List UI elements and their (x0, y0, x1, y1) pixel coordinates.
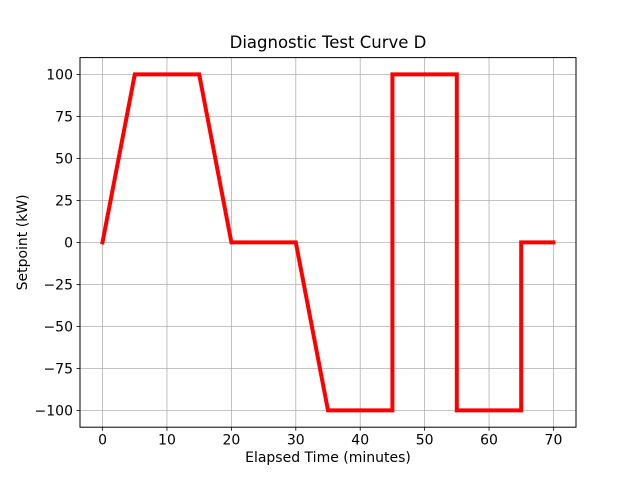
y-axis-ticks: −100 −75 −50 −25 0 25 50 75 100 (35, 67, 80, 419)
x-tick-label: 30 (287, 433, 305, 449)
x-tick-label: 20 (222, 433, 240, 449)
y-tick-label: 100 (46, 67, 73, 83)
y-tick-label: 25 (55, 193, 73, 209)
y-axis-label: Setpoint (kW) (15, 194, 31, 290)
series-line (100, 72, 556, 413)
x-tick-label: 40 (351, 433, 369, 449)
y-tick-label: −100 (35, 403, 73, 419)
x-tick-label: 60 (480, 433, 498, 449)
x-tick-label: 0 (98, 433, 107, 449)
chart-title: Diagnostic Test Curve D (230, 33, 427, 52)
x-tick-label: 70 (545, 433, 563, 449)
y-tick-label: 50 (55, 151, 73, 167)
y-tick-label: −75 (43, 361, 73, 377)
y-tick-label: 75 (55, 109, 73, 125)
x-tick-label: 50 (416, 433, 434, 449)
grid-lines (80, 57, 576, 428)
y-tick-label: 0 (64, 235, 73, 251)
x-axis-ticks: 0 10 20 30 40 50 60 70 (98, 427, 562, 449)
y-tick-label: −50 (43, 319, 73, 335)
x-tick-label: 10 (158, 433, 176, 449)
y-tick-label: −25 (43, 277, 73, 293)
x-axis-label: Elapsed Time (minutes) (245, 450, 411, 466)
